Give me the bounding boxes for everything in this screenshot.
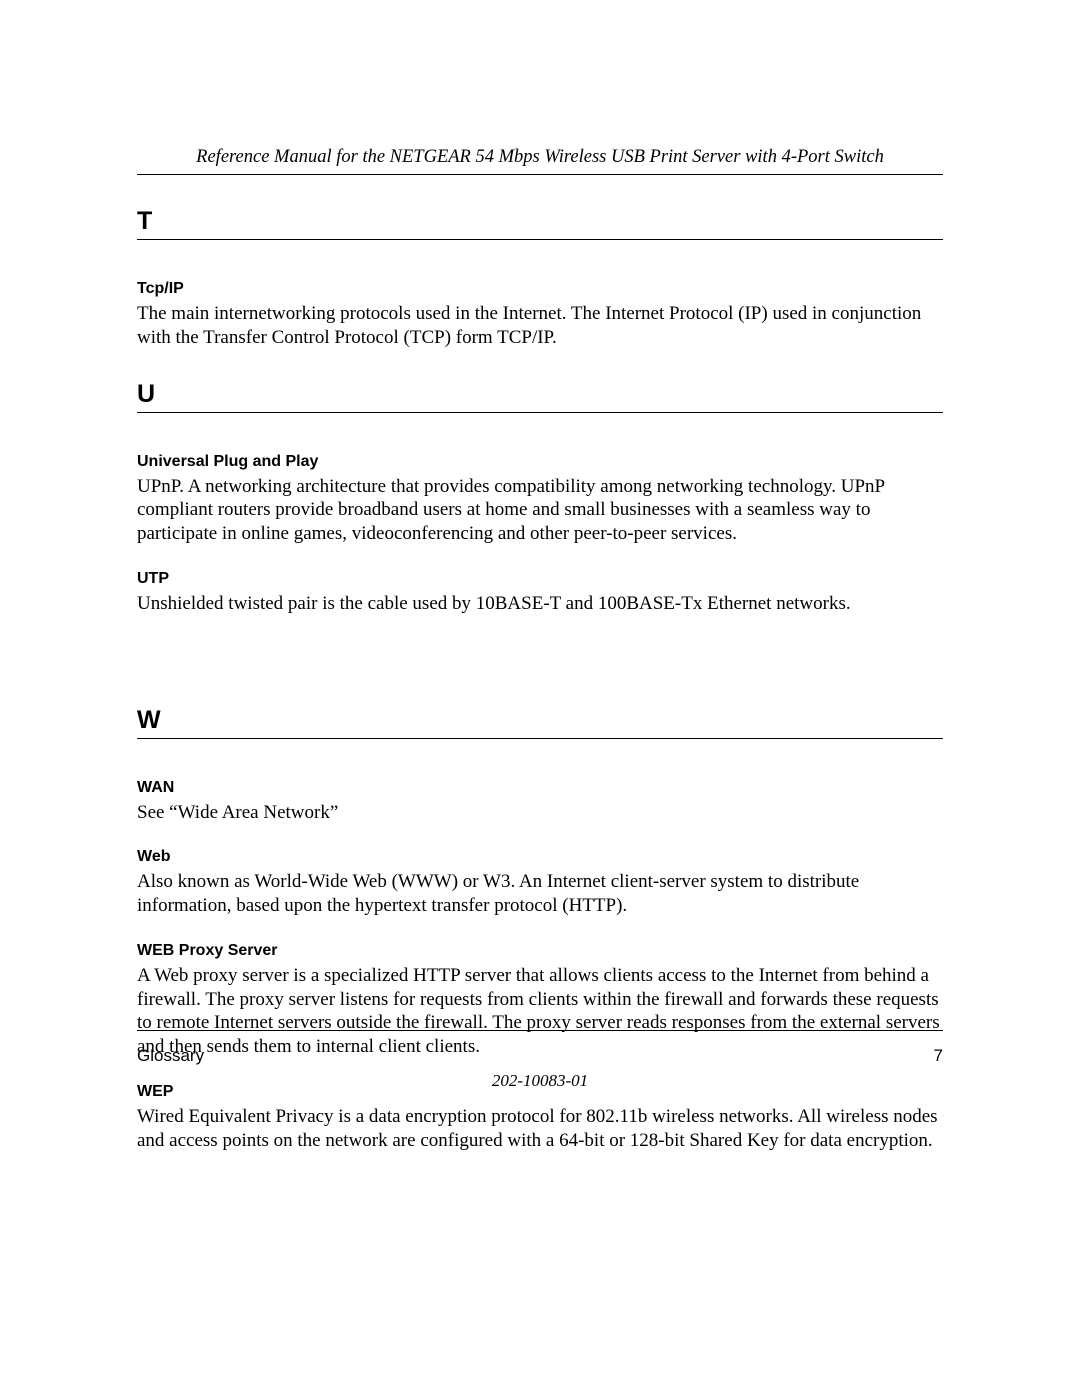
glossary-term-tcpip: Tcp/IP [137, 280, 943, 298]
section-letter-T: T [137, 207, 943, 236]
section-rule-W [137, 738, 943, 739]
section-rule-U [137, 412, 943, 413]
page: Reference Manual for the NETGEAR 54 Mbps… [0, 0, 1080, 1397]
glossary-term-web: Web [137, 848, 943, 866]
glossary-definition-wan: See “Wide Area Network” [137, 801, 943, 825]
glossary-definition-wep: Wired Equivalent Privacy is a data encry… [137, 1105, 943, 1153]
section-letter-W: W [137, 706, 943, 735]
section-letter-U: U [137, 380, 943, 409]
glossary-definition-upnp: UPnP. A networking architecture that pro… [137, 475, 943, 546]
glossary-term-webproxy: WEB Proxy Server [137, 942, 943, 960]
footer-line: Glossary 7 [137, 1046, 943, 1066]
glossary-definition-utp: Unshielded twisted pair is the cable use… [137, 592, 943, 616]
footer-section-label: Glossary [137, 1046, 204, 1066]
glossary-term-wan: WAN [137, 779, 943, 797]
footer-doc-number: 202-10083-01 [137, 1071, 943, 1091]
glossary-definition-tcpip: The main internetworking protocols used … [137, 302, 943, 350]
header-rule [137, 174, 943, 175]
glossary-definition-webproxy: A Web proxy server is a specialized HTTP… [137, 964, 943, 1059]
footer-rule [137, 1030, 943, 1031]
glossary-term-upnp: Universal Plug and Play [137, 453, 943, 471]
content-area: Reference Manual for the NETGEAR 54 Mbps… [137, 147, 943, 1176]
section-rule-T [137, 239, 943, 240]
glossary-definition-web: Also known as World-Wide Web (WWW) or W3… [137, 870, 943, 918]
glossary-term-utp: UTP [137, 570, 943, 588]
running-header: Reference Manual for the NETGEAR 54 Mbps… [137, 147, 943, 174]
spacer [137, 640, 943, 676]
footer-page-number: 7 [934, 1046, 943, 1066]
